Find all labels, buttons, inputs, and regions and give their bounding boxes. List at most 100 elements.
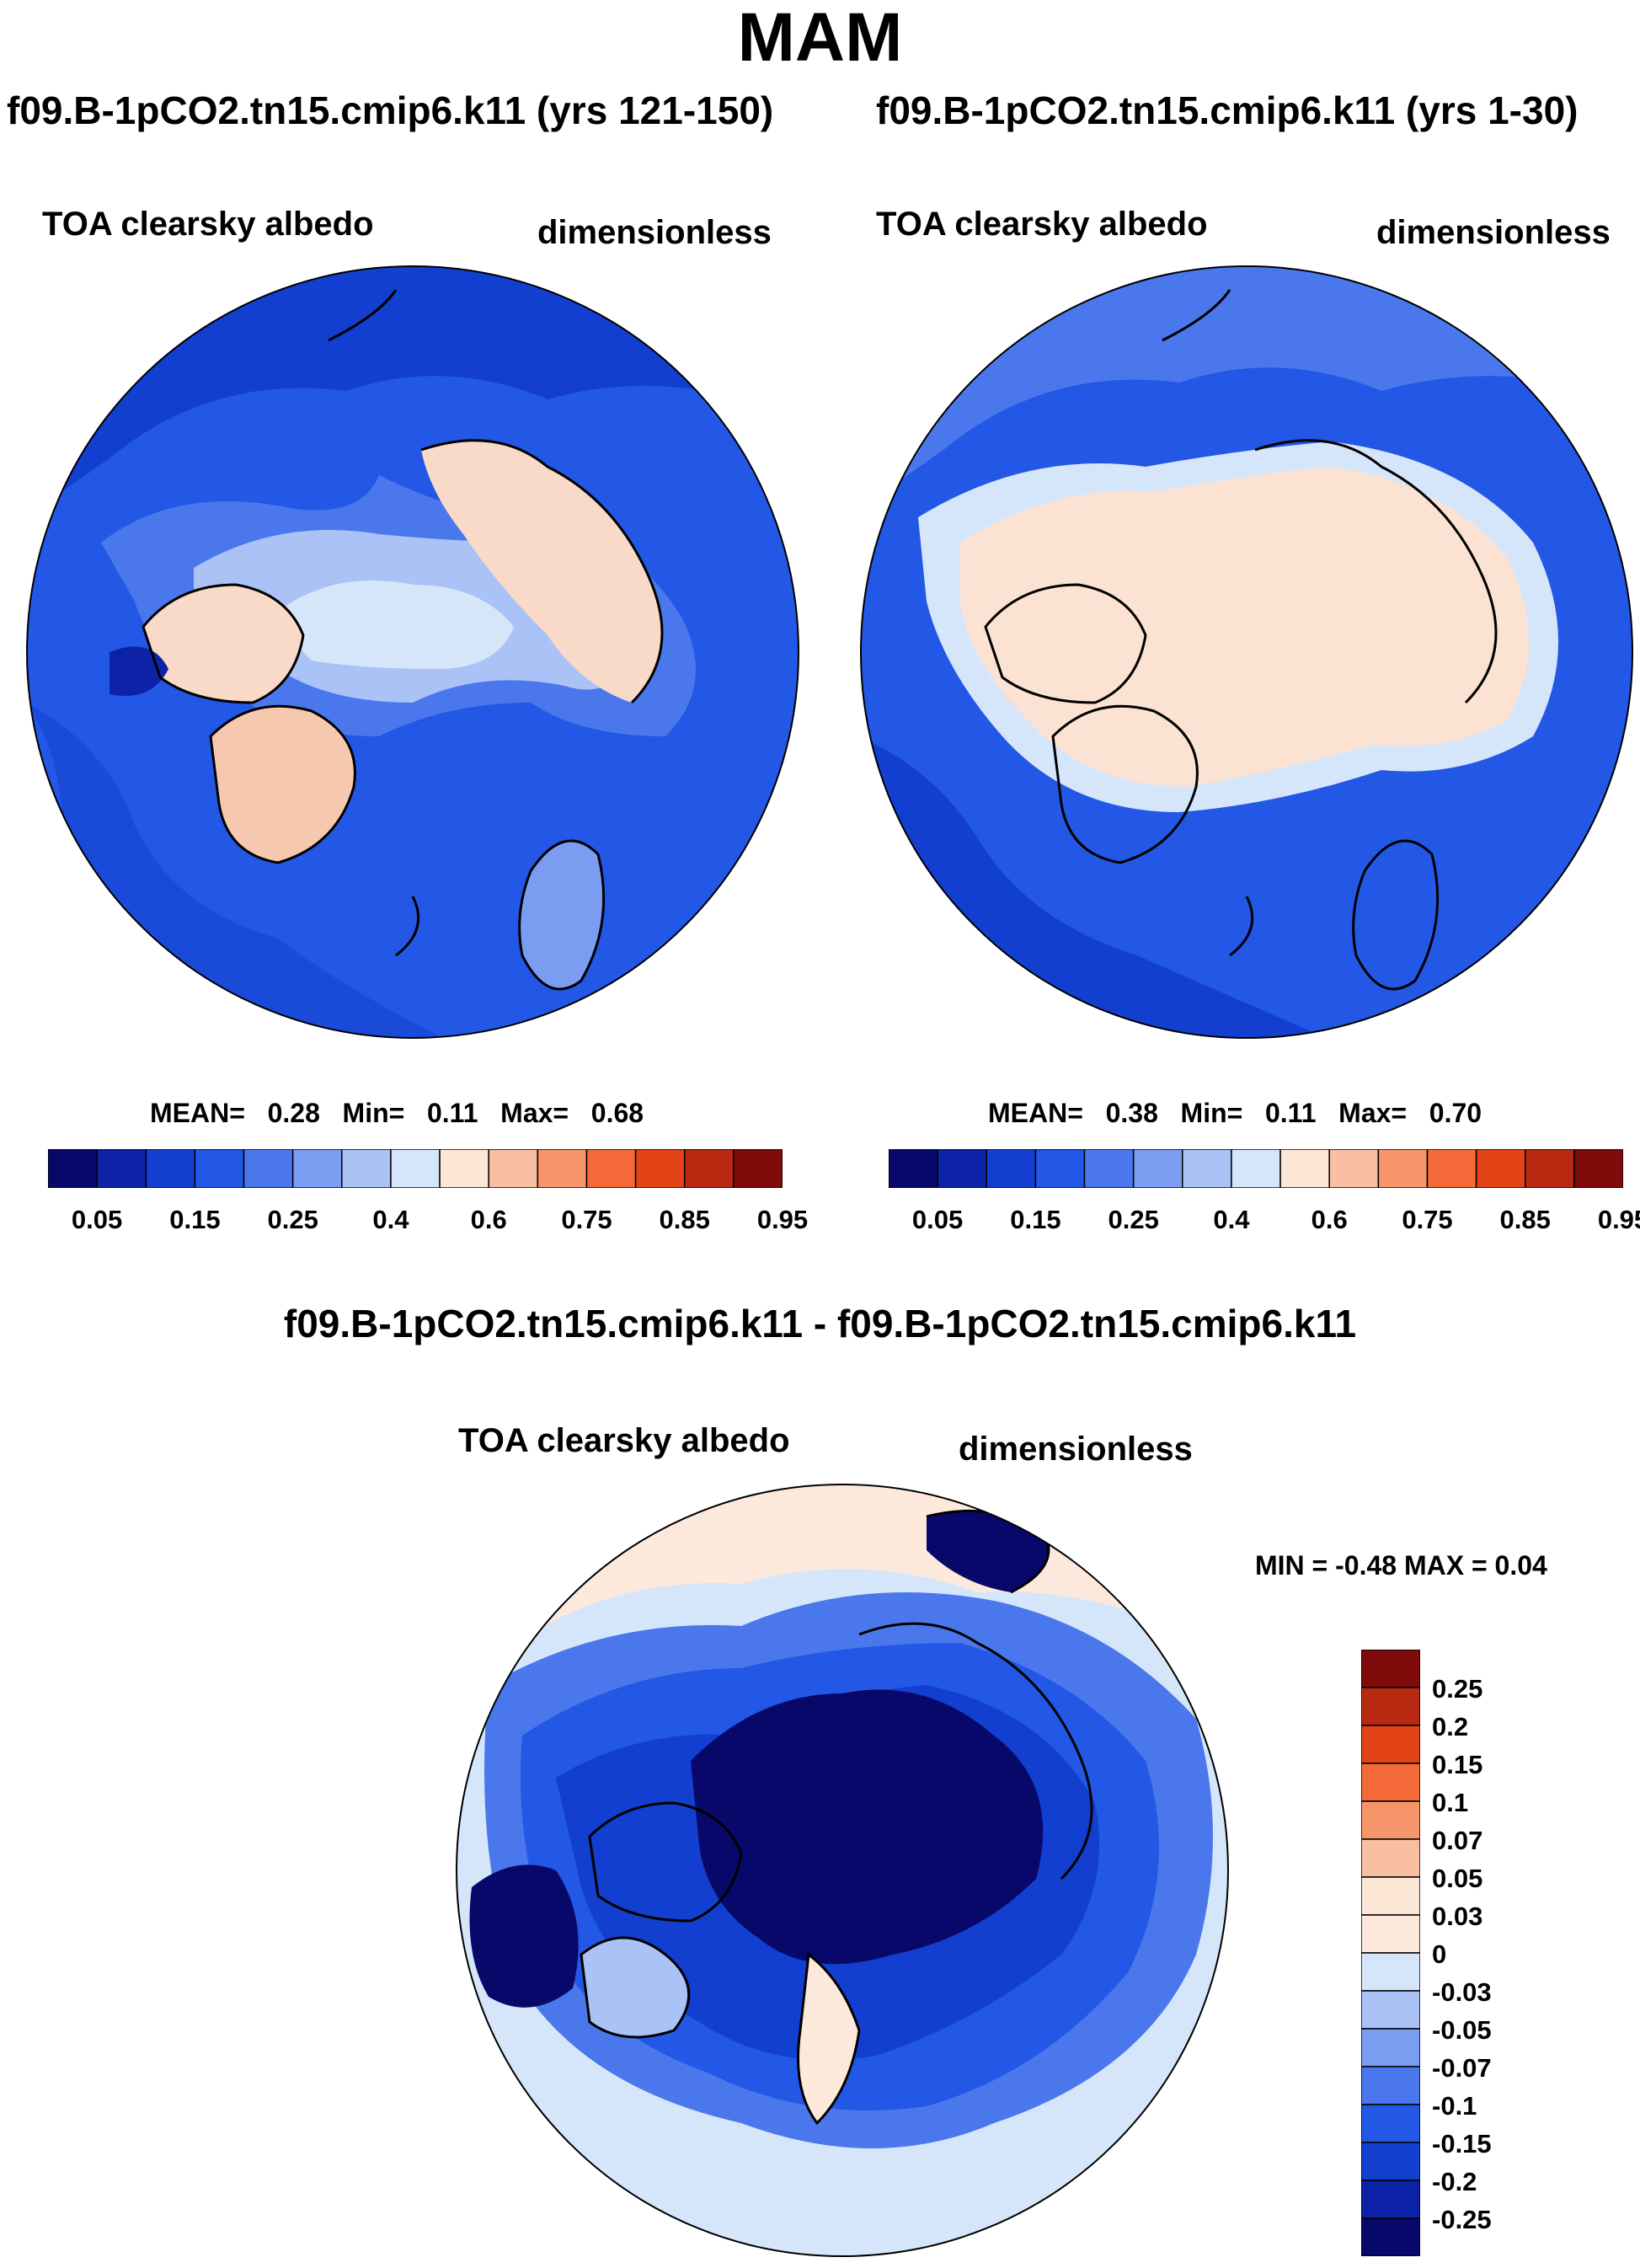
panel1-colorbar [48,1149,783,1188]
colorbar-swatch [96,1149,147,1188]
colorbar-swatch [1361,2217,1420,2256]
colorbar-swatch [194,1149,245,1188]
colorbar-swatch [1361,2066,1420,2105]
colorbar-swatch [1361,2142,1420,2181]
colorbar-tick-label: 0.15 [1432,1750,1483,1779]
colorbar-tick-label: 0.1 [1432,1788,1469,1817]
colorbar-swatch [439,1149,489,1188]
colorbar-swatch [937,1149,988,1188]
colorbar-swatch [1361,2028,1420,2067]
colorbar-tick-label: 0.25 [1432,1674,1483,1704]
colorbar-swatch [1361,1725,1420,1764]
colorbar-tick-label: -0.07 [1432,2053,1492,2083]
diff-stats: MIN = -0.48 MAX = 0.04 [1255,1550,1547,1581]
colorbar-swatch [1573,1149,1623,1188]
colorbar-tick-label: 0.4 [1213,1205,1250,1234]
colorbar-swatch [1182,1149,1232,1188]
colorbar-swatch [488,1149,539,1188]
colorbar-swatch [733,1149,783,1188]
panel2-mean: 0.38 [1105,1098,1158,1128]
colorbar-tick-label: 0 [1432,1939,1447,1969]
colorbar-swatch [1361,2180,1420,2219]
panel1-mean: 0.28 [267,1098,320,1128]
colorbar-tick-label: 0.6 [1311,1205,1348,1234]
colorbar-swatch [537,1149,588,1188]
panel1-units: dimensionless [537,214,772,251]
colorbar-tick-label: 0.6 [470,1205,507,1234]
colorbar-tick-label: 0.95 [756,1205,809,1234]
panel2-variable: TOA clearsky albedo [876,206,1208,243]
colorbar-swatch [48,1149,98,1188]
colorbar-swatch [1377,1149,1429,1188]
colorbar-tick-label: 0.75 [1402,1205,1453,1234]
colorbar-swatch [1361,1876,1420,1916]
colorbar-tick-label: 0.85 [659,1205,710,1234]
colorbar-swatch [243,1149,294,1188]
colorbar-swatch [1361,1838,1420,1878]
panel2-max-label: Max= [1338,1098,1408,1128]
colorbar-tick-label: 0.15 [169,1205,221,1234]
colorbar-swatch [1231,1149,1281,1188]
colorbar-tick-label: -0.1 [1432,2091,1477,2121]
colorbar-swatch [1361,1763,1420,1802]
panel2-map [860,265,1633,1039]
colorbar-swatch [1034,1149,1086,1188]
colorbar-tick-label: -0.15 [1432,2129,1492,2158]
colorbar-swatch [1361,1800,1420,1840]
diff-map [456,1484,1229,2257]
colorbar-swatch [1361,1914,1420,1954]
colorbar-swatch [1475,1149,1526,1188]
panel2-case-title: f09.B-1pCO2.tn15.cmip6.k11 (yrs 1-30) [876,88,1579,132]
colorbar-tick-label: 0.2 [1432,1712,1469,1741]
panel2-mean-label: MEAN= [988,1098,1083,1128]
colorbar-swatch [683,1149,735,1188]
colorbar-swatch [291,1149,343,1188]
panel1-case-title: f09.B-1pCO2.tn15.cmip6.k11 (yrs 121-150) [7,88,774,132]
colorbar-tick-label: 0.15 [1010,1205,1061,1234]
colorbar-swatch [1132,1149,1183,1188]
colorbar-tick-label: 0.75 [561,1205,612,1234]
colorbar-tick-label: -0.2 [1432,2167,1477,2196]
panel2-colorbar [889,1149,1623,1188]
panel2-min-label: Min= [1180,1098,1243,1128]
figure-title: MAM [737,0,903,76]
diff-colorbar [1361,1650,1420,2256]
diff-title: f09.B-1pCO2.tn15.cmip6.k11 - f09.B-1pCO2… [283,1302,1357,1345]
diff-variable: TOA clearsky albedo [458,1422,790,1459]
colorbar-swatch [1361,1990,1420,2030]
colorbar-tick-label: 0.25 [267,1205,318,1234]
panel1-max-label: Max= [500,1098,569,1128]
panel1-map [26,265,799,1039]
colorbar-swatch [1361,1952,1420,1992]
panel1-mean-label: MEAN= [150,1098,245,1128]
colorbar-tick-label: 0.05 [71,1205,123,1234]
panel1-variable: TOA clearsky albedo [42,206,374,243]
colorbar-swatch [1361,1650,1420,1688]
panel2-units: dimensionless [1376,214,1611,251]
colorbar-swatch [341,1149,392,1188]
panel2-min: 0.11 [1264,1098,1317,1128]
panel1-min: 0.11 [426,1098,478,1128]
colorbar-tick-label: 0.05 [1432,1864,1483,1893]
panel1-min-label: Min= [342,1098,405,1128]
colorbar-swatch [1279,1149,1330,1188]
colorbar-swatch [585,1149,637,1188]
colorbar-tick-label: 0.03 [1432,1902,1483,1931]
panel2-stats: MEAN= 0.38 Min= 0.11 Max= 0.70 [988,1099,1482,1126]
colorbar-swatch [1426,1149,1477,1188]
panel2-max: 0.70 [1429,1098,1482,1128]
panel1-max: 0.68 [590,1098,644,1128]
colorbar-tick-label: -0.03 [1432,1977,1492,2007]
colorbar-tick-label: 0.07 [1432,1826,1483,1855]
colorbar-swatch [1361,2104,1420,2143]
colorbar-tick-label: 0.25 [1108,1205,1159,1234]
colorbar-tick-label: 0.4 [372,1205,409,1234]
colorbar-swatch [889,1149,938,1188]
panel1-stats: MEAN= 0.28 Min= 0.11 Max= 0.68 [150,1099,644,1126]
colorbar-swatch [1083,1149,1135,1188]
colorbar-swatch [1328,1149,1380,1188]
colorbar-swatch [390,1149,441,1188]
colorbar-tick-label: -0.05 [1432,2015,1492,2045]
colorbar-swatch [986,1149,1037,1188]
colorbar-swatch [1524,1149,1575,1188]
